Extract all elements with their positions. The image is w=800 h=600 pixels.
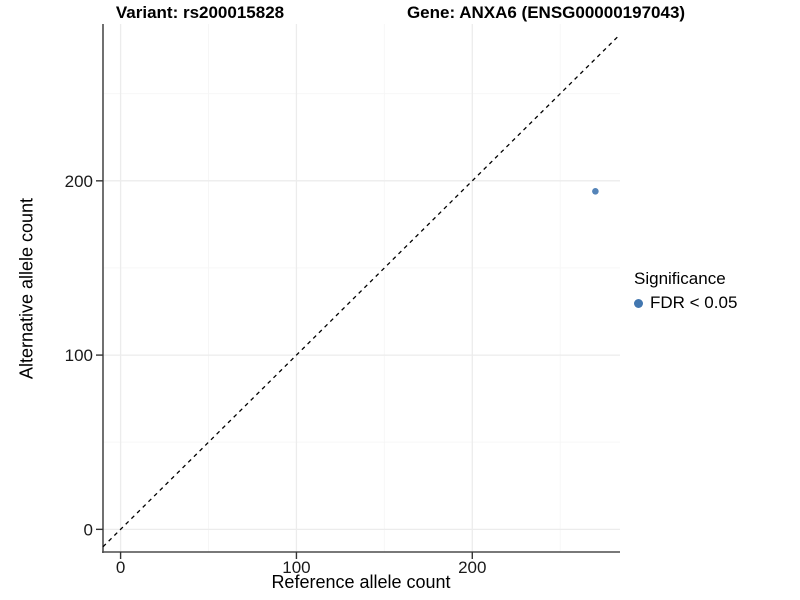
y-axis-title: Alternative allele count: [16, 197, 37, 380]
legend-entry: FDR < 0.05: [634, 293, 737, 313]
legend-entry-label: FDR < 0.05: [650, 293, 738, 312]
identity-line: [102, 33, 621, 548]
y-tick-label: 0: [84, 520, 93, 539]
legend-title: Significance: [634, 269, 726, 288]
x-tick-label: 0: [116, 558, 125, 577]
data-point: [592, 187, 599, 195]
plot-title-variant: Variant: rs200015828: [115, 3, 285, 22]
legend-point-icon: [634, 298, 643, 308]
plot-title-gene: Gene: ANXA6 (ENSG00000197043): [406, 3, 686, 22]
y-tick-label: 100: [65, 346, 93, 365]
x-tick-label: 100: [282, 558, 310, 577]
legend: Significance FDR < 0.05: [634, 269, 737, 313]
y-tick-label: 200: [65, 172, 93, 191]
x-axis-title: Reference allele count: [271, 572, 451, 592]
x-tick-label: 200: [458, 558, 486, 577]
